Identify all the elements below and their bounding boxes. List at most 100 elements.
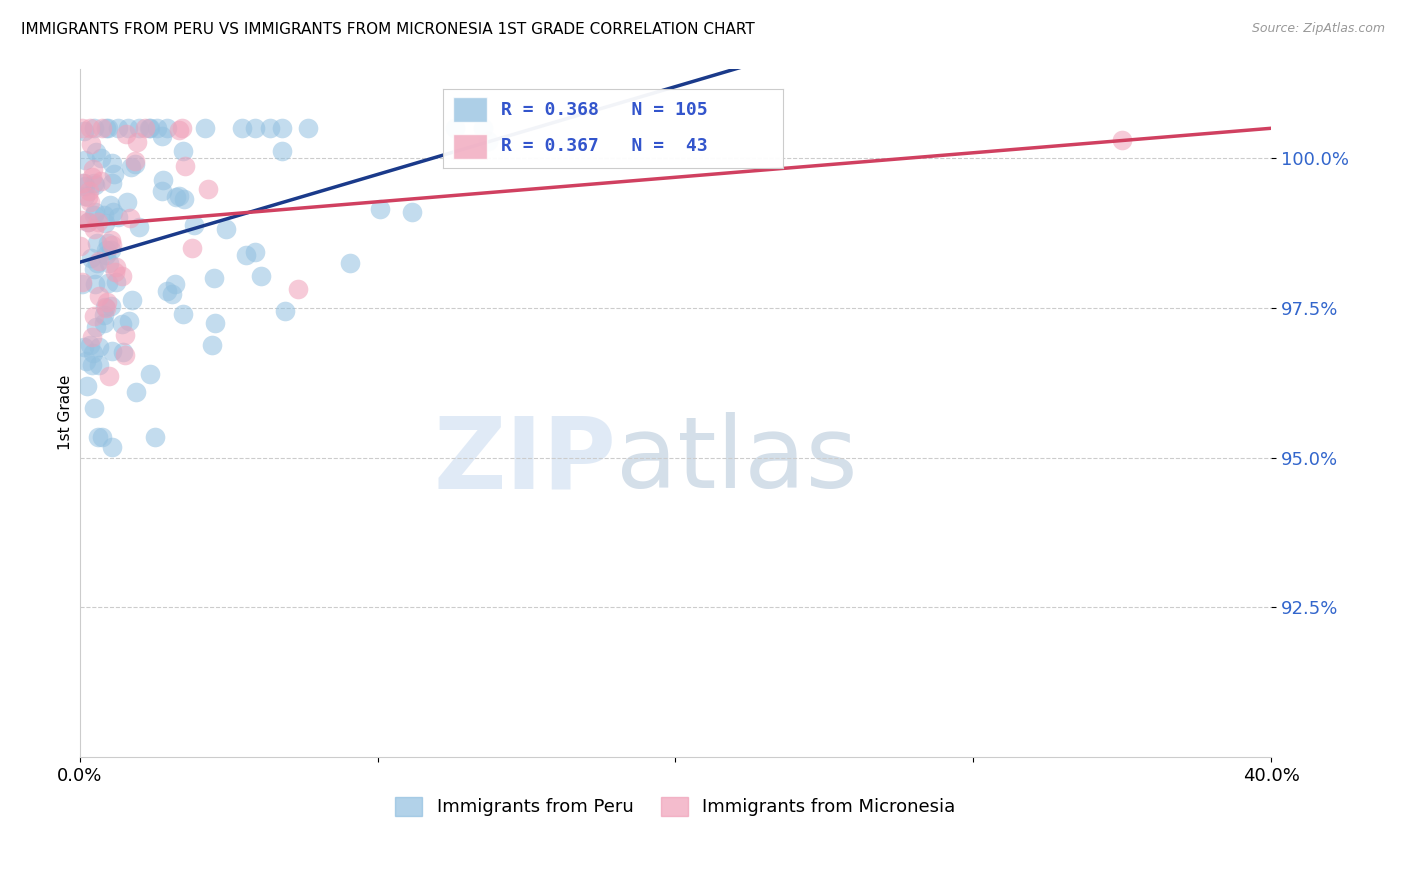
Point (156, 284, 179, 298)
Point (401, 205, 423, 219)
Point (274, 304, 297, 318)
Point (118, 211, 141, 225)
Point (128, 220, 150, 235)
Point (150, 129, 173, 144)
Point (111, 345, 134, 359)
Point (70, 212, 93, 227)
Point (100, 299, 122, 313)
Point (111, 318, 134, 332)
Point (165, 190, 187, 204)
Point (287, 282, 309, 296)
Y-axis label: 1st Grade: 1st Grade (58, 375, 73, 450)
Point (180, 241, 202, 255)
Point (75, 153, 97, 167)
Text: atlas: atlas (616, 412, 858, 509)
Point (101, 176, 124, 190)
Point (127, 135, 149, 149)
Point (94, 121, 117, 136)
Text: ZIP: ZIP (433, 412, 616, 509)
Point (297, 121, 319, 136)
Text: IMMIGRANTS FROM PERU VS IMMIGRANTS FROM MICRONESIA 1ST GRADE CORRELATION CHART: IMMIGRANTS FROM PERU VS IMMIGRANTS FROM … (21, 22, 755, 37)
Point (160, 287, 183, 301)
Point (104, 275, 127, 289)
Point (76, 215, 98, 229)
Point (114, 348, 136, 362)
Point (138, 121, 160, 136)
Point (83, 208, 105, 222)
Point (76, 379, 98, 393)
Point (77, 215, 100, 229)
Point (101, 205, 124, 219)
Point (170, 121, 193, 136)
Point (90, 174, 112, 188)
Point (82, 346, 104, 360)
Point (143, 429, 166, 443)
Point (83, 262, 105, 277)
Point (72, 124, 94, 138)
Point (86, 430, 108, 444)
Point (96, 121, 118, 136)
Point (77, 189, 100, 203)
Point (70, 121, 93, 136)
Point (86, 256, 108, 270)
Legend: Immigrants from Peru, Immigrants from Micronesia: Immigrants from Peru, Immigrants from Mi… (388, 789, 963, 823)
Point (80, 252, 103, 266)
Point (215, 222, 238, 236)
Point (111, 268, 134, 283)
Point (139, 368, 162, 382)
Point (87, 215, 110, 229)
Point (93, 308, 115, 322)
Point (90, 430, 112, 444)
Point (107, 121, 129, 136)
Point (204, 316, 226, 330)
Point (79, 338, 101, 352)
Point (82, 329, 104, 343)
Point (86, 236, 108, 251)
Point (202, 271, 225, 285)
Point (98, 198, 121, 212)
Point (115, 195, 138, 210)
Point (172, 145, 194, 159)
Point (94, 300, 117, 314)
Point (120, 161, 142, 175)
Point (87, 289, 110, 303)
Point (271, 144, 294, 158)
Point (82, 161, 104, 176)
Point (70, 176, 93, 190)
Point (83, 204, 105, 219)
Point (477, 134, 499, 148)
Point (75, 354, 97, 368)
Point (73, 340, 96, 354)
Point (79, 195, 101, 210)
Point (101, 440, 124, 454)
Point (1111, 133, 1133, 147)
Point (96, 295, 118, 310)
Point (83, 121, 105, 136)
Point (101, 156, 124, 170)
Point (77, 185, 100, 199)
Point (471, 121, 494, 136)
Point (103, 167, 125, 181)
Point (124, 154, 146, 169)
Point (245, 121, 267, 136)
Point (121, 293, 143, 308)
Point (152, 173, 174, 187)
Point (90, 151, 112, 165)
Point (174, 159, 197, 173)
Point (150, 184, 173, 198)
Point (94, 248, 117, 262)
Point (69, 239, 91, 253)
Point (339, 256, 361, 270)
Point (156, 121, 179, 136)
Point (259, 121, 281, 136)
Point (82, 169, 104, 184)
Point (73, 176, 96, 190)
Point (104, 260, 127, 275)
Point (197, 182, 219, 196)
Point (75, 178, 97, 193)
Point (107, 210, 129, 224)
Point (100, 344, 122, 359)
Point (96, 243, 118, 257)
Point (100, 243, 122, 257)
Point (84, 178, 107, 192)
